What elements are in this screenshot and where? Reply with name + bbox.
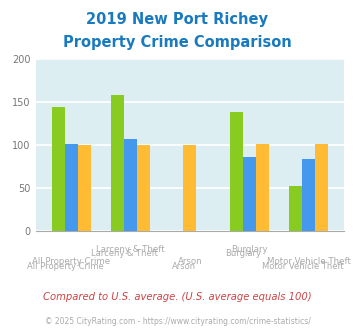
Text: 2019 New Port Richey: 2019 New Port Richey <box>87 12 268 26</box>
Text: © 2025 CityRating.com - https://www.cityrating.com/crime-statistics/: © 2025 CityRating.com - https://www.city… <box>45 317 310 326</box>
Bar <box>256 144 269 231</box>
Bar <box>302 159 315 231</box>
Bar <box>78 145 91 231</box>
Bar <box>111 95 124 231</box>
Text: Motor Vehicle Theft: Motor Vehicle Theft <box>267 257 351 266</box>
Bar <box>51 107 65 231</box>
Text: Burglary: Burglary <box>225 249 261 258</box>
Text: Larceny & Theft: Larceny & Theft <box>96 245 165 254</box>
Bar <box>184 145 196 231</box>
Bar <box>124 139 137 231</box>
Bar <box>137 145 150 231</box>
Text: Compared to U.S. average. (U.S. average equals 100): Compared to U.S. average. (U.S. average … <box>43 292 312 302</box>
Bar <box>315 144 328 231</box>
Text: Arson: Arson <box>178 257 202 266</box>
Text: Arson: Arson <box>172 262 196 271</box>
Text: Property Crime Comparison: Property Crime Comparison <box>63 35 292 50</box>
Bar <box>230 112 243 231</box>
Text: Larceny & Theft: Larceny & Theft <box>91 249 158 258</box>
Bar <box>65 144 78 231</box>
Text: All Property Crime: All Property Crime <box>32 257 110 266</box>
Bar <box>243 157 256 231</box>
Text: Burglary: Burglary <box>231 245 268 254</box>
Text: All Property Crime: All Property Crime <box>27 262 104 271</box>
Text: Motor Vehicle Theft: Motor Vehicle Theft <box>262 262 344 271</box>
Bar <box>289 186 302 231</box>
